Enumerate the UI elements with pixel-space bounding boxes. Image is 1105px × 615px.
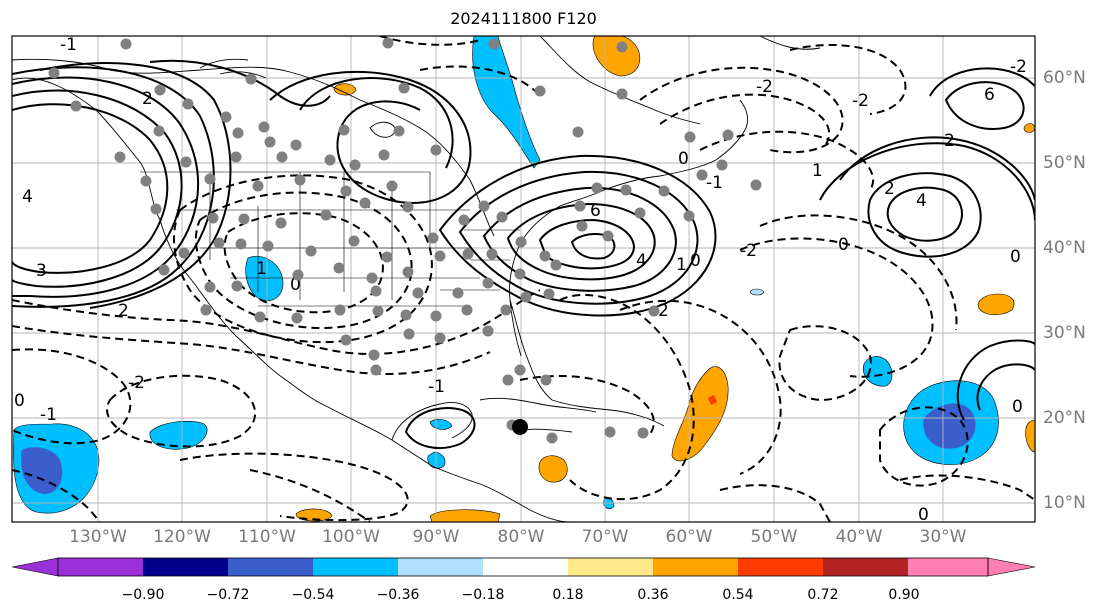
lon-label: 60°W [665,527,713,547]
contour-label: 0 [690,251,701,271]
contour-label: 2 [884,179,895,199]
colorbar-tick: −0.90 [121,587,165,603]
colorbar-tick: −0.72 [206,587,250,603]
contour-label: 0 [1012,397,1023,417]
lon-label: 50°W [750,527,798,547]
colorbar [11,557,1036,577]
lat-label: 10°N [1043,493,1086,513]
lat-label: 30°N [1043,323,1086,343]
contour-label: -1 [428,377,445,397]
lon-label: 100°W [322,527,380,547]
lon-label: 120°W [153,527,211,547]
contour-label: 4 [22,187,33,207]
lon-label: 80°W [497,527,545,547]
colorbar-tick: 0.36 [637,587,669,603]
contour-label: 2 [944,131,955,151]
tropical-cyclone-icon [512,419,528,435]
contour-label: -2 [756,77,773,97]
contour-label: -2 [740,241,757,261]
contour-label: 6 [590,201,601,221]
contour-label: 1 [676,255,687,275]
lat-label: 50°N [1043,153,1086,173]
lon-label: 30°W [919,527,967,547]
contour-label: -1 [60,35,77,55]
contours-negative [12,36,1035,522]
contour-label: 0 [14,391,25,411]
lat-label: 20°N [1043,408,1086,428]
contour-label: 6 [984,85,995,105]
map-title: 2024111800 F120 [450,9,597,28]
colorbar-tick: 0.18 [552,587,584,603]
colorbar-tick: −0.36 [376,587,420,603]
contour-label: 0 [1010,247,1021,267]
contour-label: 1 [812,161,823,181]
contour-label: 2 [142,89,153,109]
contour-label: -2 [1010,57,1027,77]
contour-label: 0 [290,275,301,295]
lat-label: 60°N [1043,68,1086,88]
contour-label: 2 [658,301,669,321]
colorbar-tick: 0.90 [888,587,920,603]
contours-positive [12,59,1035,449]
colorbar-tick: −0.54 [291,587,335,603]
lon-label: 70°W [581,527,629,547]
contour-label: -1 [40,405,57,425]
contour-label: 2 [118,301,129,321]
lon-label: 90°W [412,527,460,547]
contour-label: -2 [128,373,145,393]
contour-label: 0 [918,505,929,525]
lat-label: 40°N [1043,238,1086,258]
contour-label: -2 [852,91,869,111]
contour-label: -1 [706,173,723,193]
lon-label: 40°W [835,527,883,547]
contour-label: 0 [678,149,689,169]
contour-label: 1 [256,259,267,279]
station-markers [48,37,762,444]
lon-label: 130°W [69,527,127,547]
colorbar-tick: −0.18 [461,587,505,603]
contour-label: 0 [838,235,849,255]
lon-label: 110°W [238,527,296,547]
colorbar-tick: 0.72 [807,587,839,603]
colorbar-tick: 0.54 [722,587,754,603]
contour-label: 4 [916,191,927,211]
contour-label: 3 [36,261,47,281]
contour-label: 4 [636,251,647,271]
